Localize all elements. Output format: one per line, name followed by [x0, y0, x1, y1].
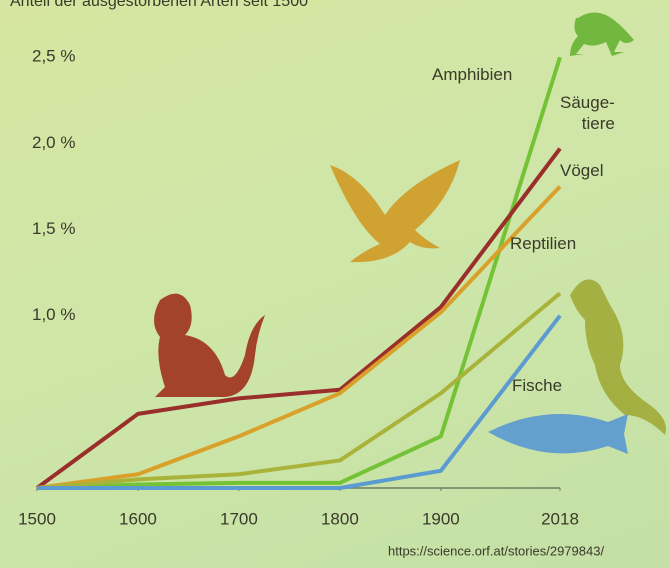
y-tick-label: 2,5 % [32, 47, 75, 66]
series-line [37, 186, 560, 488]
x-tick-label: 1800 [321, 509, 359, 528]
decoration [154, 12, 666, 454]
series-line [37, 293, 560, 488]
y-tick-label: 1,5 % [32, 219, 75, 238]
source: https://science.orf.at/stories/2979843/ [388, 543, 604, 558]
series-label: Vögel [560, 160, 603, 181]
page: Anteil der ausgestorbenen Arten seit 150… [0, 0, 669, 568]
x-tick-label: 1500 [18, 509, 56, 528]
y-tick-label: 1,0 % [32, 305, 75, 324]
series-line [37, 316, 560, 488]
series-line [37, 149, 560, 488]
chart-title: Anteil der ausgestorbenen Arten seit 150… [10, 0, 308, 10]
y-tick-label: 2,0 % [32, 133, 75, 152]
x-tick-label: 1900 [422, 509, 460, 528]
series-line [37, 57, 560, 488]
x-tick-label: 1700 [220, 509, 258, 528]
chart: Anteil der ausgestorbenen Arten seit 150… [0, 0, 669, 568]
series-label: Fische [512, 375, 562, 396]
series-label: Amphibien [432, 64, 512, 85]
series-label: Reptilien [510, 233, 576, 254]
series-label: Säuge- tiere [560, 92, 615, 134]
x-tick-label: 1600 [119, 509, 157, 528]
x-tick-label: 2018 [541, 509, 579, 528]
